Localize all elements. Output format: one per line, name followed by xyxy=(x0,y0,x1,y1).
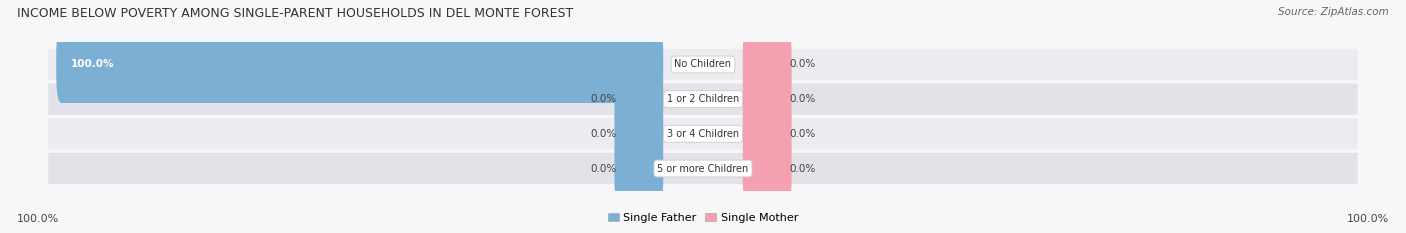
Text: 100.0%: 100.0% xyxy=(1347,214,1389,224)
Legend: Single Father, Single Mother: Single Father, Single Mother xyxy=(603,208,803,227)
FancyBboxPatch shape xyxy=(48,84,1358,115)
FancyBboxPatch shape xyxy=(614,61,664,138)
Text: 0.0%: 0.0% xyxy=(790,94,815,104)
FancyBboxPatch shape xyxy=(48,118,1358,149)
Text: 100.0%: 100.0% xyxy=(72,59,114,69)
Text: 1 or 2 Children: 1 or 2 Children xyxy=(666,94,740,104)
FancyBboxPatch shape xyxy=(742,61,792,138)
FancyBboxPatch shape xyxy=(614,95,664,172)
FancyBboxPatch shape xyxy=(742,130,792,207)
Text: 100.0%: 100.0% xyxy=(17,214,59,224)
FancyBboxPatch shape xyxy=(56,26,664,103)
Text: 0.0%: 0.0% xyxy=(591,94,616,104)
Text: No Children: No Children xyxy=(675,59,731,69)
Text: INCOME BELOW POVERTY AMONG SINGLE-PARENT HOUSEHOLDS IN DEL MONTE FOREST: INCOME BELOW POVERTY AMONG SINGLE-PARENT… xyxy=(17,7,574,20)
FancyBboxPatch shape xyxy=(742,26,792,103)
FancyBboxPatch shape xyxy=(48,49,1358,80)
Text: 0.0%: 0.0% xyxy=(790,164,815,174)
Text: 5 or more Children: 5 or more Children xyxy=(658,164,748,174)
Text: 3 or 4 Children: 3 or 4 Children xyxy=(666,129,740,139)
Text: 0.0%: 0.0% xyxy=(790,59,815,69)
Text: 0.0%: 0.0% xyxy=(591,164,616,174)
Text: 0.0%: 0.0% xyxy=(591,129,616,139)
Text: Source: ZipAtlas.com: Source: ZipAtlas.com xyxy=(1278,7,1389,17)
FancyBboxPatch shape xyxy=(742,95,792,172)
FancyBboxPatch shape xyxy=(48,153,1358,184)
Text: 0.0%: 0.0% xyxy=(790,129,815,139)
FancyBboxPatch shape xyxy=(614,130,664,207)
